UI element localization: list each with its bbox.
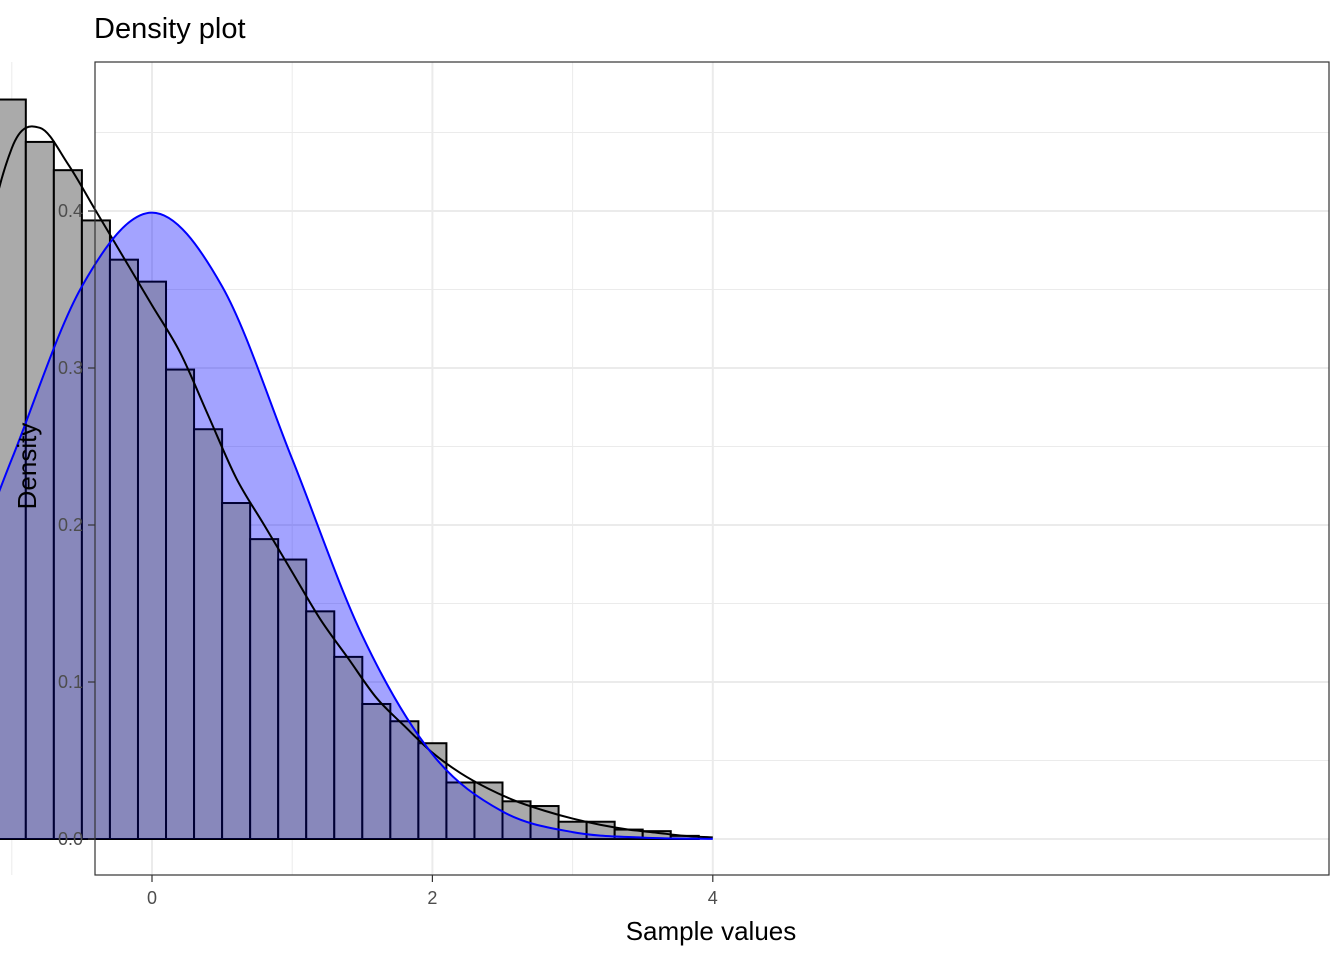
y-tick-label: 0.0	[58, 829, 83, 849]
y-tick-label: 0.2	[58, 515, 83, 535]
panel-border	[94, 61, 1330, 876]
normal-density-line	[0, 211, 713, 840]
y-tick-label: 0.3	[58, 358, 83, 378]
kde-line	[0, 125, 713, 839]
y-axis: 0.0 0.1 0.2 0.3 0.4	[58, 201, 95, 849]
histogram-bar	[305, 610, 336, 840]
y-tick-label: 0.1	[58, 672, 83, 692]
chart-title: Density plot	[94, 13, 246, 45]
histogram-bar	[361, 702, 392, 840]
histogram-bar	[473, 781, 504, 840]
histogram-bar	[108, 258, 139, 841]
histogram-bar	[52, 169, 83, 840]
x-axis-label: Sample values	[626, 916, 797, 946]
histogram-bar	[277, 558, 308, 840]
histogram-bars	[0, 98, 713, 841]
x-tick-label: 4	[708, 888, 718, 908]
x-tick-label: 2	[427, 888, 437, 908]
histogram-bar	[221, 502, 252, 840]
histogram-bar	[0, 98, 27, 840]
y-axis-label: Density	[12, 423, 42, 510]
kde-curve	[0, 125, 713, 839]
histogram-bar	[165, 368, 196, 840]
x-axis: -4-2024	[147, 875, 718, 908]
plot-panel	[0, 61, 1330, 876]
x-tick-label: 0	[147, 888, 157, 908]
normal-density-area-overlay	[0, 212, 713, 839]
y-tick-label: 0.4	[58, 201, 83, 221]
normal-density-curve	[0, 211, 713, 840]
histogram-bar	[389, 720, 420, 840]
